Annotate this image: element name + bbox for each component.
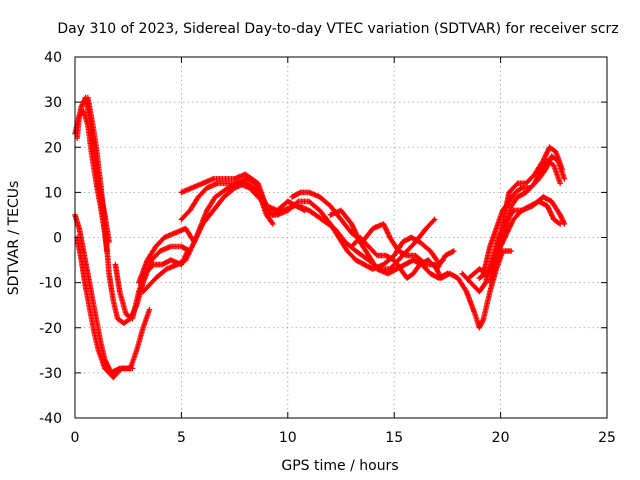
data-marker-path <box>178 180 308 223</box>
x-tick-label: 20 <box>492 430 510 446</box>
y-tick-label: 40 <box>44 50 62 66</box>
y-axis-label: SDTVAR / TECUs <box>6 181 22 296</box>
data-marker-path <box>476 158 563 281</box>
y-tick-label: 20 <box>44 140 62 156</box>
axis-ticks: 0 5 10 15 20 25 -40 -30 -20 -10 0 10 20 30 40 <box>39 50 616 446</box>
data-series-track-19 <box>480 153 568 277</box>
x-tick-label: 10 <box>279 430 297 446</box>
x-tick-label: 0 <box>71 430 80 446</box>
y-tick-label: -10 <box>39 276 62 292</box>
data-marker-path <box>480 153 568 277</box>
y-tick-label: -40 <box>39 411 62 427</box>
y-tick-label: 0 <box>53 231 62 247</box>
data-series-track-20 <box>74 108 110 254</box>
chart-title: Day 310 of 2023, Sidereal Day-to-day VTE… <box>57 21 618 37</box>
x-axis-label: GPS time / hours <box>281 458 398 474</box>
data-series-track-8 <box>178 180 308 223</box>
data-marker-path <box>74 108 110 254</box>
y-tick-label: 10 <box>44 185 62 201</box>
y-tick-label: -30 <box>39 366 62 382</box>
x-tick-label: 25 <box>598 430 616 446</box>
data-series-track-17 <box>476 158 563 281</box>
y-tick-label: 30 <box>44 95 62 111</box>
data-layer <box>72 94 568 381</box>
y-tick-label: -20 <box>39 321 62 337</box>
x-tick-label: 15 <box>385 430 403 446</box>
x-tick-label: 5 <box>177 430 186 446</box>
